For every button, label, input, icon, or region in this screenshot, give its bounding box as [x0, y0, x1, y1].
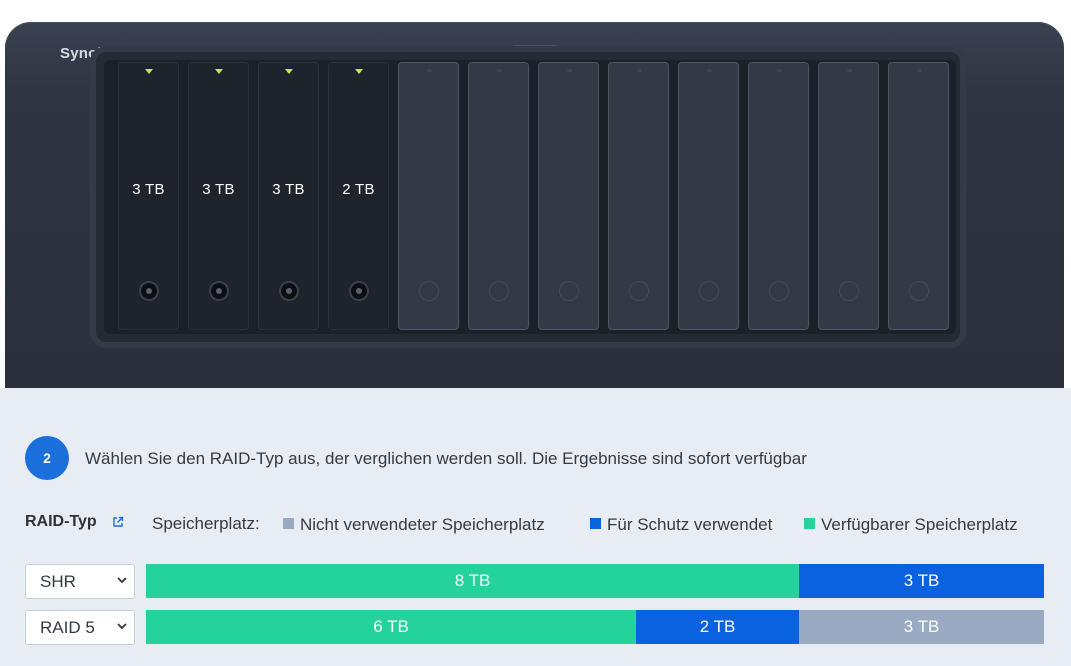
storage-segment-label: 3 TB: [903, 571, 940, 590]
raid-type-select-1[interactable]: SHR: [25, 564, 135, 599]
storage-bar-row-2: 6 TB 2 TB 3 TB: [146, 610, 1044, 644]
storage-segment-label: 6 TB: [373, 617, 409, 636]
legend-swatch-protection: [590, 518, 601, 529]
legend-available-label: Verfügbarer Speicherplatz: [821, 515, 1018, 534]
storage-legend-label: Speicherplatz:: [152, 514, 260, 533]
status-led-icon: [215, 69, 223, 74]
drive-bay-installed: 3 TB: [258, 62, 319, 330]
drive-bay-empty: [818, 62, 879, 330]
status-led-icon: [355, 69, 363, 74]
drive-capacity-label: 3 TB: [272, 181, 305, 198]
storage-segment-label: 2 TB: [699, 617, 736, 636]
drive-bay-empty: [398, 62, 459, 330]
status-led-off-icon: [847, 69, 852, 72]
storage-segment-unused: 3 TB: [799, 610, 1044, 644]
tray-lock-icon: [349, 281, 369, 301]
status-led-off-icon: [637, 69, 642, 72]
drive-bay-installed: 3 TB: [188, 62, 249, 330]
tray-lock-icon: [839, 281, 859, 301]
tray-lock-icon: [419, 281, 439, 301]
tray-lock-icon: [769, 281, 789, 301]
tray-lock-icon: [489, 281, 509, 301]
raid-type-select-value: SHR: [40, 572, 76, 591]
step-number-badge: 2: [25, 436, 69, 480]
status-led-off-icon: [567, 69, 572, 72]
legend-protection: Für Schutz verwendet: [590, 515, 772, 535]
legend-swatch-available: [804, 518, 815, 529]
legend-unused-label: Nicht verwendeter Speicherplatz: [300, 515, 545, 534]
status-led-off-icon: [707, 69, 712, 72]
drive-bay-empty: [748, 62, 809, 330]
tray-lock-icon: [279, 281, 299, 301]
external-link-icon[interactable]: [112, 516, 124, 528]
raid-config-panel: 2 Wählen Sie den RAID-Typ aus, der vergl…: [0, 388, 1071, 666]
raid-type-label: RAID-Typ: [25, 513, 97, 530]
drive-capacity-label: 2 TB: [342, 181, 375, 198]
drive-bay-empty: [608, 62, 669, 330]
drive-bays: 3 TB 3 TB 3 TB 2 TB: [104, 60, 956, 334]
tray-lock-icon: [699, 281, 719, 301]
drive-capacity-label: 3 TB: [202, 181, 235, 198]
status-led-icon: [145, 69, 153, 74]
step-instruction: Wählen Sie den RAID-Typ aus, der verglic…: [85, 449, 807, 468]
tray-lock-icon: [629, 281, 649, 301]
raid-type-select-value: RAID 5: [40, 618, 95, 637]
storage-bar-row-1: 8 TB 3 TB: [146, 564, 1044, 598]
storage-segment-label: 8 TB: [454, 571, 491, 590]
chevron-down-icon: [117, 623, 127, 630]
status-led-off-icon: [497, 69, 502, 72]
storage-segment-label: 3 TB: [903, 617, 940, 636]
drive-bay-empty: [538, 62, 599, 330]
legend-swatch-unused: [283, 518, 294, 529]
storage-segment-protection: 3 TB: [799, 564, 1044, 598]
status-led-off-icon: [777, 69, 782, 72]
legend-unused: Nicht verwendeter Speicherplatz: [283, 515, 545, 535]
drive-capacity-label: 3 TB: [132, 181, 165, 198]
status-led-off-icon: [917, 69, 922, 72]
storage-segment-available: 8 TB: [146, 564, 799, 598]
raid-type-select-2[interactable]: RAID 5: [25, 610, 135, 645]
storage-segment-protection: 2 TB: [636, 610, 799, 644]
tray-lock-icon: [139, 281, 159, 301]
legend-available: Verfügbarer Speicherplatz: [804, 515, 1018, 535]
drive-bay-empty: [888, 62, 949, 330]
chevron-down-icon: [117, 577, 127, 584]
tray-lock-icon: [559, 281, 579, 301]
status-led-icon: [285, 69, 293, 74]
drive-bay-installed: 2 TB: [328, 62, 389, 330]
tray-lock-icon: [209, 281, 229, 301]
status-led-off-icon: [427, 69, 432, 72]
drive-bay-installed: 3 TB: [118, 62, 179, 330]
tray-lock-icon: [909, 281, 929, 301]
drive-bay-empty: [468, 62, 529, 330]
storage-segment-available: 6 TB: [146, 610, 636, 644]
drive-bay-empty: [678, 62, 739, 330]
legend-protection-label: Für Schutz verwendet: [607, 515, 773, 534]
